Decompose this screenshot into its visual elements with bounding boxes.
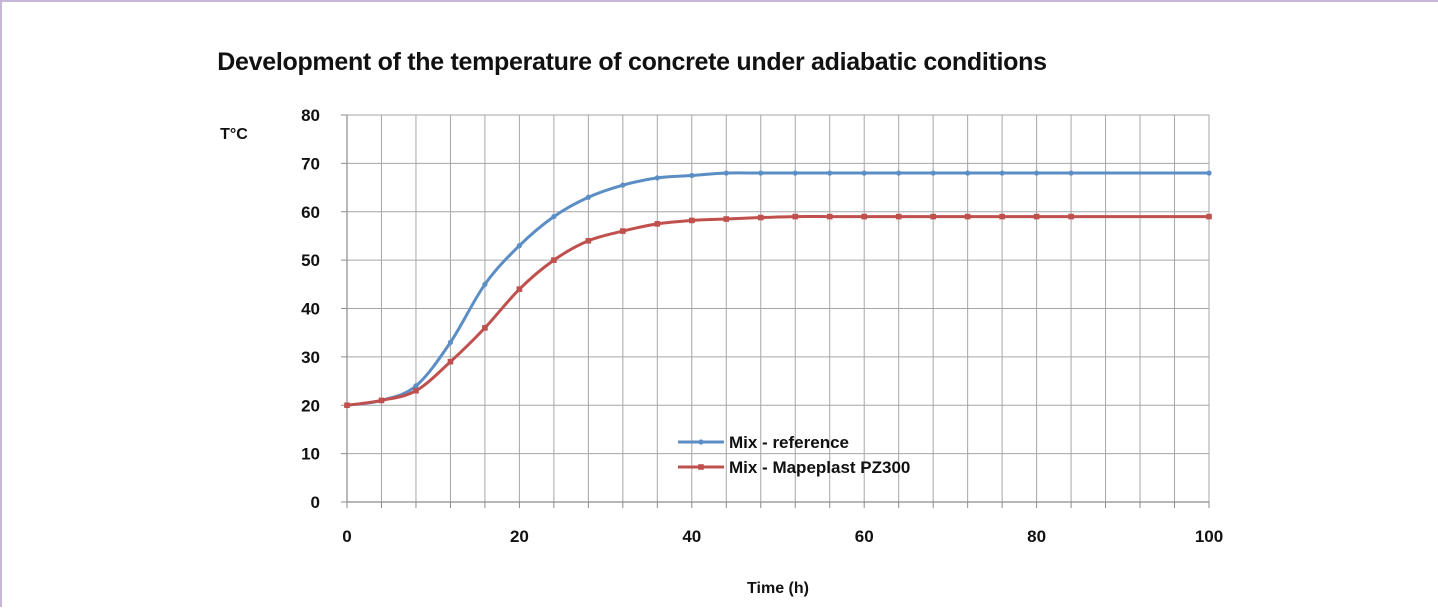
data-point xyxy=(896,170,902,176)
data-point xyxy=(757,214,764,221)
x-tick-label: 80 xyxy=(1027,527,1046,546)
data-point xyxy=(1034,170,1040,176)
series-line xyxy=(346,215,1209,407)
x-axis-label: Time (h) xyxy=(747,580,809,597)
y-tick-label: 30 xyxy=(301,348,320,367)
chart-title: Development of the temperature of concre… xyxy=(217,48,1046,76)
data-point xyxy=(1033,213,1040,220)
data-point xyxy=(654,175,660,181)
data-point xyxy=(1206,170,1212,176)
data-point xyxy=(447,358,454,365)
x-tick-label: 0 xyxy=(342,527,351,546)
data-point xyxy=(895,213,902,220)
data-point xyxy=(723,170,729,176)
x-tick-label: 100 xyxy=(1195,527,1223,546)
y-tick-label: 40 xyxy=(301,300,320,319)
data-point xyxy=(965,170,971,176)
y-axis-label: T°C xyxy=(220,126,248,143)
data-point xyxy=(654,221,661,227)
series-lines xyxy=(344,170,1212,409)
data-point xyxy=(482,281,488,287)
data-point xyxy=(413,383,419,389)
x-tick-label: 20 xyxy=(510,527,529,546)
data-point xyxy=(620,182,626,188)
data-point xyxy=(930,213,936,220)
data-point xyxy=(964,213,971,220)
y-tick-label: 80 xyxy=(301,106,320,125)
y-tick-label: 10 xyxy=(301,445,320,464)
data-point xyxy=(1206,213,1212,220)
data-point xyxy=(344,402,350,409)
data-point xyxy=(516,286,523,292)
series-1 xyxy=(344,170,1212,408)
legend-item: Mix - reference xyxy=(678,433,849,452)
data-point xyxy=(689,172,695,179)
legend-label: Mix - Mapeplast PZ300 xyxy=(729,458,910,477)
x-tick-label: 60 xyxy=(855,527,874,546)
data-point xyxy=(792,213,799,220)
data-point xyxy=(999,213,1005,220)
data-point xyxy=(516,243,523,249)
data-point xyxy=(861,213,867,220)
data-point xyxy=(930,170,936,176)
data-point xyxy=(999,170,1005,176)
legend-item: Mix - Mapeplast PZ300 xyxy=(678,458,910,477)
y-tick-label: 50 xyxy=(301,251,320,270)
data-point xyxy=(723,216,730,222)
y-tick-label: 20 xyxy=(301,396,320,415)
data-point xyxy=(1068,170,1074,176)
series-2 xyxy=(344,213,1212,409)
data-point xyxy=(551,257,557,263)
data-point xyxy=(792,170,798,176)
legend: Mix - reference Mix - Mapeplast PZ300 xyxy=(678,433,910,477)
legend-label: Mix - reference xyxy=(729,433,849,452)
data-point xyxy=(447,339,454,345)
legend-marker xyxy=(698,464,704,470)
data-point xyxy=(378,397,385,404)
data-point xyxy=(585,237,592,244)
tick-labels: 0 10 20 30 40 50 60 70 80 0 20 40 60 80 100 xyxy=(301,106,1223,546)
data-point xyxy=(1068,213,1074,220)
y-tick-label: 60 xyxy=(301,203,320,222)
data-point xyxy=(689,217,695,224)
x-tick-label: 40 xyxy=(682,527,701,546)
data-point xyxy=(758,170,764,176)
legend-marker xyxy=(698,439,704,445)
data-point xyxy=(620,228,626,234)
grid xyxy=(347,114,1210,502)
y-tick-label: 70 xyxy=(301,154,320,173)
data-point xyxy=(482,325,488,331)
data-point xyxy=(861,170,867,176)
data-point xyxy=(551,213,557,220)
data-point xyxy=(826,213,833,220)
y-tick-label: 0 xyxy=(311,493,320,512)
series-line xyxy=(346,171,1209,407)
data-point xyxy=(585,194,591,200)
data-point xyxy=(827,170,833,176)
data-point xyxy=(413,387,419,394)
